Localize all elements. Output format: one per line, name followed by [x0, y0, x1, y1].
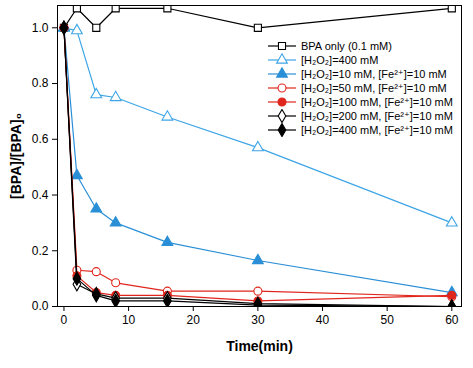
svg-text:0.8: 0.8: [32, 76, 49, 90]
svg-text:30: 30: [251, 313, 265, 327]
svg-text:0.4: 0.4: [32, 188, 49, 202]
html-text:[H₂O₂]=10 mM, [Fe²⁺]=10 mM: [H₂O₂]=10 mM, [Fe²⁺]=10 mM: [301, 68, 447, 80]
html-text:[H₂O₂]=200 mM, [Fe²⁺]=10 mM: [H₂O₂]=200 mM, [Fe²⁺]=10 mM: [301, 110, 453, 122]
svg-text:20: 20: [187, 313, 201, 327]
html-text:[H₂O₂]=400 mM: [H₂O₂]=400 mM: [301, 54, 379, 66]
svg-text:50: 50: [380, 313, 394, 327]
html-text:[H₂O₂]=50 mM, [Fe²⁺]=10 mM: [H₂O₂]=50 mM, [Fe²⁺]=10 mM: [301, 82, 447, 94]
svg-text:0.0: 0.0: [32, 299, 49, 313]
svg-text:0.2: 0.2: [32, 244, 49, 258]
svg-text:0.6: 0.6: [32, 132, 49, 146]
svg-text:10: 10: [122, 313, 136, 327]
svg-text:40: 40: [316, 313, 330, 327]
html-text:[H₂O₂]=100 mM, [Fe²⁺]=10 mM: [H₂O₂]=100 mM, [Fe²⁺]=10 mM: [301, 96, 453, 108]
html-text:[H₂O₂]=400 mM, [Fe²⁺]=10 mM: [H₂O₂]=400 mM, [Fe²⁺]=10 mM: [301, 124, 453, 136]
svg-text:1.0: 1.0: [32, 21, 49, 35]
html-text:BPA only (0.1 mM): BPA only (0.1 mM): [301, 40, 392, 52]
svg-text:Time(min): Time(min): [226, 338, 293, 354]
svg-text:60: 60: [445, 313, 459, 327]
svg-text:0: 0: [61, 313, 68, 327]
svg-text:[BPA]/[BPA]₀: [BPA]/[BPA]₀: [8, 113, 24, 199]
